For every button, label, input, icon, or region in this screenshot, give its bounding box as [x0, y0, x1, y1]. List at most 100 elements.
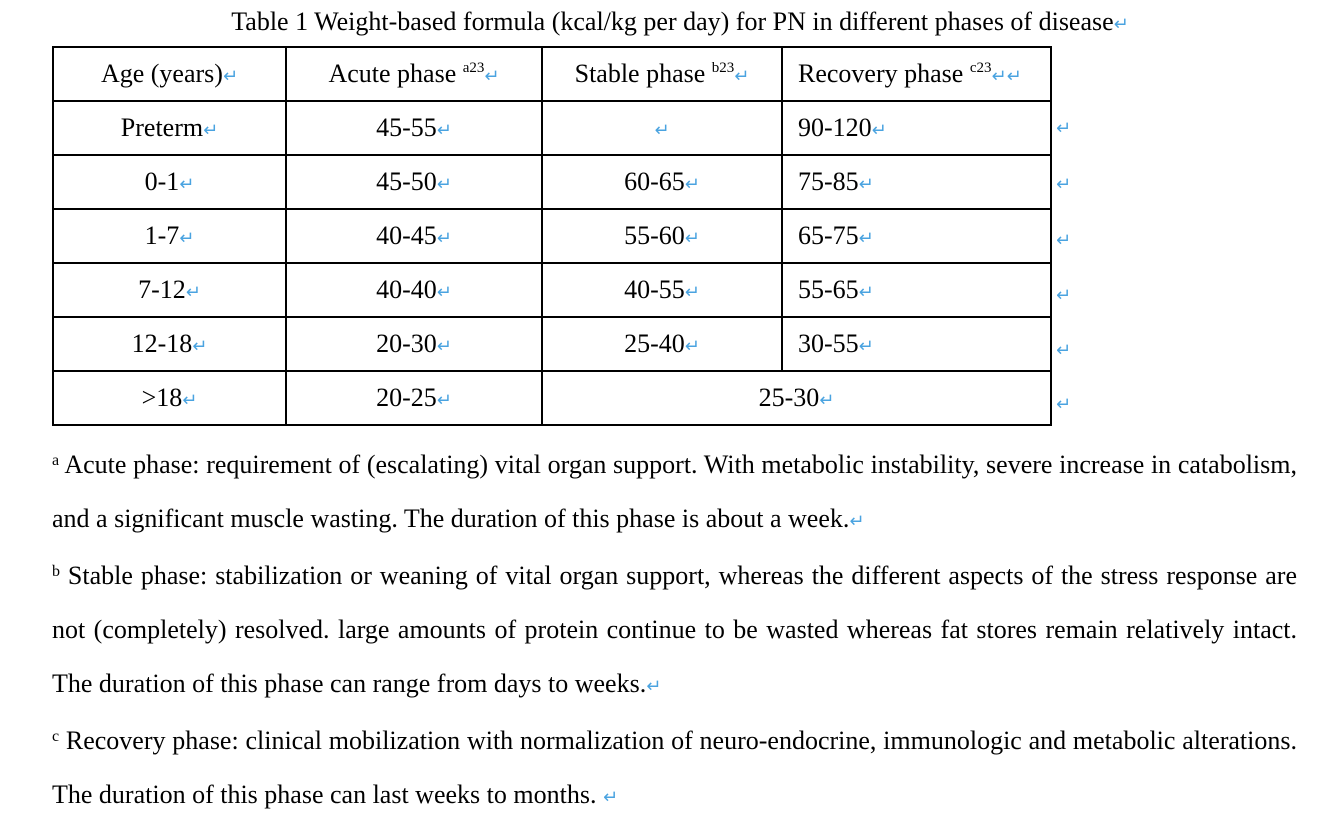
column-header-label: Recovery phase	[798, 59, 970, 88]
row-end-mark-icon: ↵	[1056, 174, 1072, 195]
paragraph-mark-icon: ↵	[222, 66, 239, 87]
paragraph-mark-icon: ↵	[179, 174, 195, 195]
table-cell: 60-65↵	[541, 154, 783, 210]
paragraph-mark-icon: ↵	[849, 511, 865, 532]
table-row: 1-7↵ 40-45↵ 55-60↵ 65-75↵	[52, 208, 1052, 264]
cell-value: 40-40	[376, 275, 437, 304]
footnote-a: a Acute phase: requirement of (escalatin…	[52, 438, 1297, 549]
paragraph-mark-icon: ↵	[684, 228, 700, 249]
footnote-marker: b	[52, 563, 60, 580]
footnote-c: c Recovery phase: clinical mobilization …	[52, 714, 1297, 825]
cell-value: 45-50	[376, 167, 437, 196]
table-cell: ↵	[541, 100, 783, 156]
table-header-row: Age (years)↵ Acute phase a23↵ Stable phase…	[52, 46, 1052, 102]
table-cell: 0-1↵	[52, 154, 287, 210]
table-cell: 75-85↵	[781, 154, 1052, 210]
cell-value: 12-18	[131, 329, 193, 358]
table-cell: 40-55↵	[541, 262, 783, 318]
column-header: Acute phase a23↵	[285, 46, 543, 102]
paragraph-mark-icon: ↵	[1006, 66, 1022, 87]
footnote-text: Acute phase: requirement of (escalating)…	[52, 450, 1297, 533]
table-caption: Table 1 Weight-based formula (kcal/kg pe…	[0, 4, 1320, 43]
cell-value: 55-65	[798, 275, 859, 304]
table-row: Preterm↵ 45-55↵ ↵ 90-120↵	[52, 100, 1052, 156]
cell-value: 1-7	[144, 221, 180, 250]
cell-value: 40-45	[376, 221, 437, 250]
table-cell: 55-60↵	[541, 208, 783, 264]
table-cell: >18↵	[52, 370, 287, 426]
paragraph-mark-icon: ↵	[203, 120, 219, 141]
cell-value: 45-55	[376, 113, 437, 142]
row-end-mark-icon: ↵	[1056, 340, 1072, 361]
table-cell: 20-30↵	[285, 316, 543, 372]
footnote-ref: b23	[711, 60, 735, 76]
column-header: Age (years)↵	[52, 46, 287, 102]
table-row: 7-12↵ 40-40↵ 40-55↵ 55-65↵	[52, 262, 1052, 318]
paragraph-mark-icon: ↵	[436, 120, 452, 141]
cell-value: 55-60	[624, 221, 685, 250]
paragraph-mark-icon: ↵	[436, 390, 452, 411]
paragraph-mark-icon: ↵	[684, 174, 700, 195]
table-row: 12-18↵ 20-30↵ 25-40↵ 30-55↵	[52, 316, 1052, 372]
paragraph-mark-icon: ↵	[646, 676, 662, 697]
cell-value: 25-30	[758, 383, 820, 412]
table-cell: 12-18↵	[52, 316, 287, 372]
table-cell: 65-75↵	[781, 208, 1052, 264]
paragraph-mark-icon: ↵	[436, 174, 452, 195]
footnote-marker: c	[52, 728, 60, 745]
paragraph-mark-icon: ↵	[436, 336, 452, 357]
paragraph-mark-icon: ↵	[858, 336, 874, 357]
paragraph-mark-icon: ↵	[684, 336, 700, 357]
table-cell: 45-55↵	[285, 100, 543, 156]
paragraph-mark-icon: ↵	[871, 120, 887, 141]
cell-value: 7-12	[138, 275, 186, 304]
column-header: Recovery phase c23↵↵	[781, 46, 1052, 102]
paragraph-mark-icon: ↵	[734, 66, 750, 87]
row-end-mark-icon: ↵	[1056, 230, 1072, 251]
paragraph-mark-icon: ↵	[858, 228, 874, 249]
row-end-mark-icon: ↵	[1056, 394, 1072, 415]
table-cell: 7-12↵	[52, 262, 287, 318]
table-cell: 25-30↵	[541, 370, 1052, 426]
paragraph-mark-icon: ↵	[436, 228, 452, 249]
paragraph-mark-icon: ↵	[858, 282, 874, 303]
paragraph-mark-icon: ↵	[182, 390, 198, 411]
footnote-marker: a	[52, 452, 60, 469]
footnote-ref: a23	[462, 60, 485, 76]
paragraph-mark-icon: ↵	[684, 282, 700, 303]
table-cell: 25-40↵	[541, 316, 783, 372]
cell-value: 90-120	[798, 113, 872, 142]
caption-text: Table 1 Weight-based formula (kcal/kg pe…	[231, 7, 1114, 36]
column-header-label: Stable phase	[574, 59, 712, 88]
cell-value: 75-85	[798, 167, 859, 196]
column-header: Stable phase b23↵	[541, 46, 783, 102]
paragraph-mark-icon: ↵	[1113, 14, 1129, 35]
paragraph-mark-icon: ↵	[858, 174, 874, 195]
row-end-mark-icon: ↵	[1056, 118, 1072, 139]
table-cell: 1-7↵	[52, 208, 287, 264]
cell-value: 65-75	[798, 221, 859, 250]
table-cell: 30-55↵	[781, 316, 1052, 372]
table-cell: 55-65↵	[781, 262, 1052, 318]
footnote-text: Stable phase: stabilization or weaning o…	[52, 561, 1297, 698]
cell-value: >18	[141, 383, 183, 412]
paragraph-mark-icon: ↵	[484, 66, 500, 87]
paragraph-mark-icon: ↵	[192, 336, 208, 357]
table-cell: 40-40↵	[285, 262, 543, 318]
energy-table: Age (years)↵ Acute phase a23↵ Stable phase…	[52, 46, 1052, 426]
paragraph-mark-icon: ↵	[185, 282, 201, 303]
cell-value: Preterm	[120, 113, 204, 142]
footnote-ref: c23	[969, 60, 992, 76]
cell-value: 30-55	[798, 329, 859, 358]
column-header-label: Age (years)	[100, 59, 223, 88]
cell-value: 20-25	[376, 383, 437, 412]
column-header-label: Acute phase	[328, 59, 463, 88]
cell-value: 60-65	[624, 167, 685, 196]
table-cell: 40-45↵	[285, 208, 543, 264]
cell-value: 0-1	[144, 167, 180, 196]
paragraph-mark-icon: ↵	[436, 282, 452, 303]
cell-value: 25-40	[624, 329, 685, 358]
table-row: 0-1↵ 45-50↵ 60-65↵ 75-85↵	[52, 154, 1052, 210]
table-cell: 45-50↵	[285, 154, 543, 210]
paragraph-mark-icon: ↵	[991, 66, 1007, 87]
